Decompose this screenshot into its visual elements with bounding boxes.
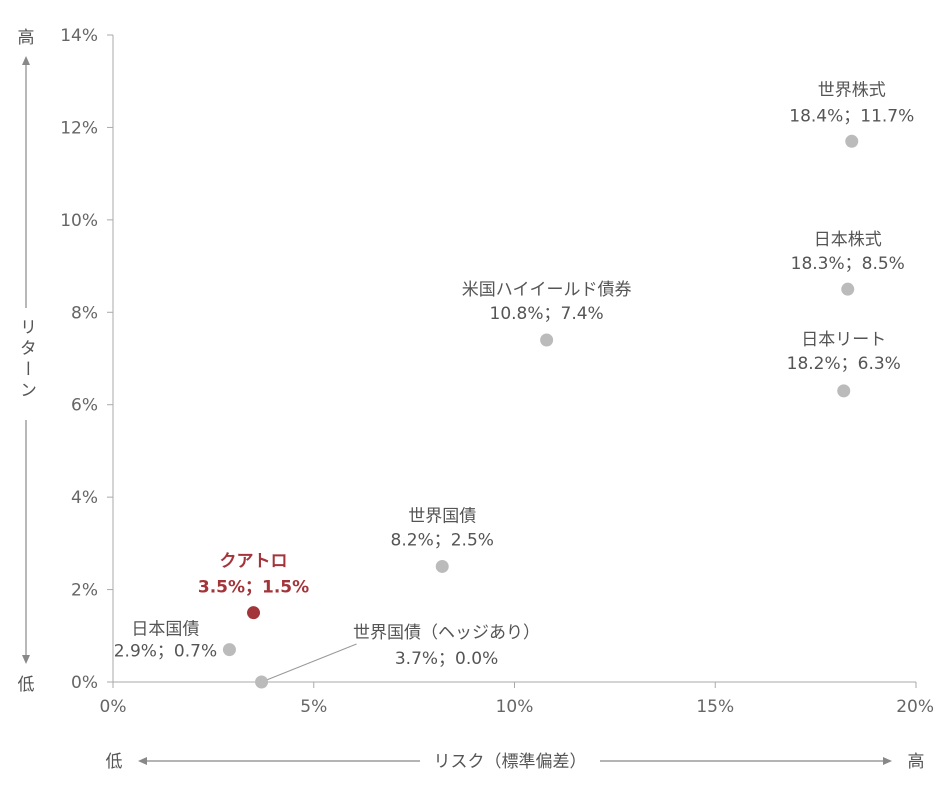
y-axis-title: リターン — [16, 318, 36, 402]
point-value-label: 10.8%；7.4% — [490, 304, 604, 324]
data-point — [845, 134, 859, 148]
x-axis-left-arrow-icon — [138, 757, 147, 765]
data-point — [255, 675, 269, 689]
tick-labels: 0% 2% 4% 6% 8% 10% 12% 14% 0% 5% 10% 15% 20% — [60, 26, 934, 717]
y-tick-label: 8% — [71, 303, 98, 323]
data-point — [222, 643, 236, 657]
data-points — [222, 134, 859, 689]
point-value-label: 18.3%；8.5% — [791, 254, 905, 274]
point-value-label: 18.2%；6.3% — [787, 354, 901, 374]
point-labels: 世界株式 18.4%；11.7% 日本株式 18.3%；8.5% 日本リート 18.2%；… — [114, 80, 915, 669]
x-tick-label: 15% — [696, 697, 734, 717]
x-axis-indicator: 低 リスク（標準偏差） 高 — [106, 752, 925, 772]
x-tick-label: 10% — [496, 697, 534, 717]
point-name-label: 米国ハイイールド債券 — [462, 280, 632, 300]
point-name-label: 日本株式 — [814, 230, 882, 250]
x-axis-title: リスク（標準偏差） — [434, 752, 587, 772]
y-axis-low-label: 低 — [18, 675, 35, 695]
point-name-label: 世界国債（ヘッジあり） — [353, 623, 540, 643]
x-tick-label: 0% — [100, 697, 127, 717]
y-axis-down-arrow-icon — [22, 655, 30, 664]
x-tick-label: 20% — [896, 697, 934, 717]
x-axis-high-label: 高 — [908, 752, 925, 772]
y-axis-high-label: 高 — [18, 28, 35, 48]
point-value-label: 3.7%；0.0% — [395, 649, 498, 669]
y-tick-label: 14% — [60, 26, 98, 46]
point-name-label: 世界国債 — [408, 506, 476, 526]
x-axis-low-label: 低 — [106, 752, 123, 772]
point-value-label: 2.9%；0.7% — [114, 642, 217, 662]
highlight-point — [247, 606, 261, 620]
y-tick-label: 6% — [71, 396, 98, 416]
x-tick-label: 5% — [300, 697, 327, 717]
x-axis-right-arrow-icon — [883, 757, 892, 765]
y-tick-label: 0% — [71, 673, 98, 693]
data-point — [837, 384, 851, 398]
y-axis-up-arrow-icon — [22, 56, 30, 65]
point-value-label: 8.2%；2.5% — [391, 530, 494, 550]
point-name-label: 日本国債 — [131, 620, 199, 640]
y-tick-label: 4% — [71, 488, 98, 508]
y-tick-label: 12% — [60, 118, 98, 138]
data-point — [841, 282, 855, 296]
point-name-label: 世界株式 — [818, 80, 886, 100]
point-value-label: 3.5%；1.5% — [198, 578, 309, 598]
data-point — [435, 559, 449, 573]
y-axis-indicator: 高 リターン 低 — [16, 28, 36, 695]
axes — [107, 34, 917, 688]
point-value-label: 18.4%；11.7% — [789, 106, 914, 126]
y-tick-label: 10% — [60, 211, 98, 231]
data-point — [540, 333, 554, 347]
point-name-label: クアトロ — [220, 552, 288, 572]
y-tick-label: 2% — [71, 581, 98, 601]
point-name-label: 日本リート — [801, 330, 886, 350]
leader-line — [266, 643, 357, 681]
